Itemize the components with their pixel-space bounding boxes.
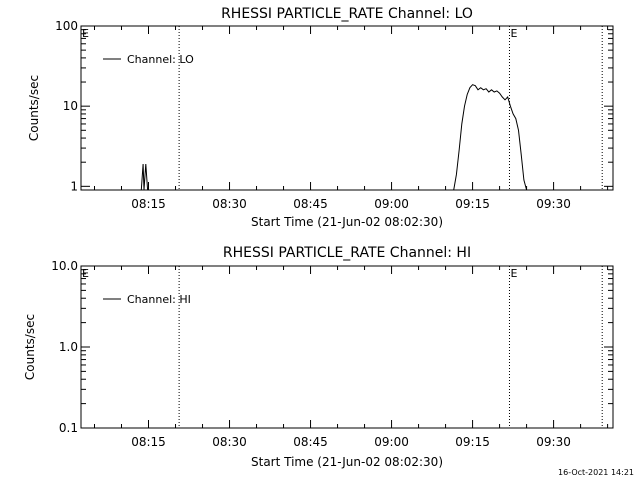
chart-title: RHESSI PARTICLE_RATE Channel: HI: [223, 245, 471, 261]
x-tick-label: 08:45: [293, 435, 328, 449]
chart-title: RHESSI PARTICLE_RATE Channel: LO: [221, 6, 473, 22]
timestamp-footer: 16-Oct-2021 14:21: [558, 468, 634, 477]
x-tick-label: 09:30: [536, 197, 571, 211]
x-tick-label: 09:30: [536, 435, 571, 449]
y-tick-label: 10: [63, 99, 78, 113]
legend-entry: Channel: HI: [127, 293, 191, 306]
x-tick-label: 08:15: [131, 197, 166, 211]
x-tick-label: 08:45: [293, 197, 328, 211]
x-tick-label: 09:00: [374, 435, 409, 449]
series-line: [453, 84, 528, 191]
series-line: [140, 163, 149, 191]
x-tick-label: 08:30: [212, 435, 247, 449]
y-tick-label: 1: [70, 179, 78, 193]
x-tick-label: 09:15: [455, 435, 490, 449]
x-tick-label: 09:00: [374, 197, 409, 211]
event-marker-label: E: [82, 267, 89, 280]
event-marker-label: E: [510, 267, 517, 280]
x-tick-label: 08:15: [131, 435, 166, 449]
x-tick-label: 09:15: [455, 197, 490, 211]
plot-frame: [80, 25, 614, 191]
plot-frame: [80, 265, 614, 429]
y-axis-label: Counts/sec: [23, 314, 37, 380]
chart-panel-1: RHESSI PARTICLE_RATE Channel: HI Start Ti…: [23, 245, 614, 469]
event-marker-label: E: [82, 27, 89, 40]
y-tick-label: 0.1: [59, 421, 78, 435]
chart-panel-0: RHESSI PARTICLE_RATE Channel: LO Start Ti…: [27, 6, 614, 229]
x-tick-label: 08:30: [212, 197, 247, 211]
y-tick-label: 10.0: [51, 259, 78, 273]
y-tick-label: 1.0: [59, 340, 78, 354]
y-axis-label: Counts/sec: [27, 75, 41, 141]
event-marker-label: E: [510, 27, 517, 40]
x-axis-label: Start Time (21-Jun-02 08:02:30): [251, 215, 443, 229]
legend-entry: Channel: LO: [127, 53, 194, 66]
x-axis-label: Start Time (21-Jun-02 08:02:30): [251, 455, 443, 469]
y-tick-label: 100: [55, 19, 78, 33]
